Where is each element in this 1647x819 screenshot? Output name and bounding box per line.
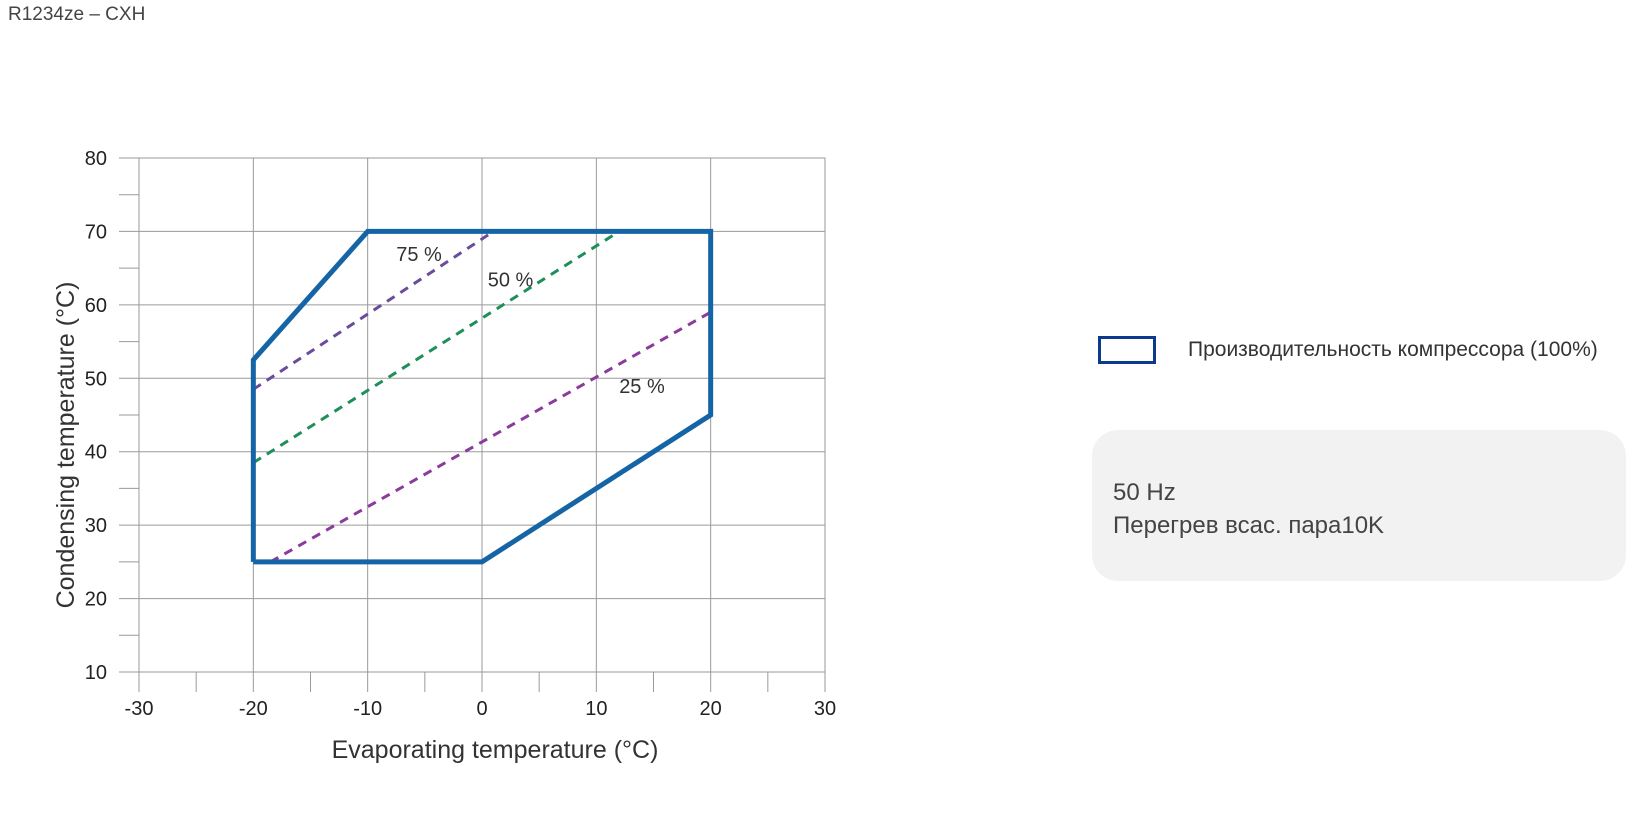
y-tick-label: 40 <box>85 442 107 464</box>
x-tick-label: 0 <box>476 698 487 720</box>
chart-grid <box>138 157 826 673</box>
info-frequency: 50 Hz <box>1113 479 1176 506</box>
series-label: 75 % <box>396 244 442 266</box>
chart-tick-labels: -30 -20 -10 0 10 20 30 10 20 30 40 50 60 70 80 <box>85 148 836 720</box>
info-superheat: Перегрев всас. пара10K <box>1113 512 1385 539</box>
y-tick-label: 50 <box>85 368 107 390</box>
y-tick-label: 30 <box>85 515 107 537</box>
x-tick-label: -30 <box>125 698 154 720</box>
x-tick-label: 10 <box>585 698 607 720</box>
legend-label: Производительность компрессора (100%) <box>1188 338 1598 361</box>
legend: Производительность компрессора (100%) <box>1098 336 1598 364</box>
y-tick-label: 20 <box>85 589 107 611</box>
x-axis-title: Evaporating temperature (°C) <box>332 736 659 764</box>
x-tick-label: -20 <box>239 698 268 720</box>
page-title: R1234ze – CXH <box>8 4 146 25</box>
info-box: 50 Hz Перегрев всас. пара10K <box>1092 430 1626 581</box>
series-label: 50 % <box>488 270 534 292</box>
series-line <box>269 310 712 564</box>
y-tick-label: 70 <box>85 221 107 243</box>
chart-series <box>252 230 712 564</box>
x-tick-label: 30 <box>814 698 836 720</box>
y-tick-label: 80 <box>85 148 107 170</box>
x-tick-label: 20 <box>700 698 722 720</box>
operating-envelope-chart: -30 -20 -10 0 10 20 30 10 20 30 40 50 60 70 80 75 % 50 … <box>52 148 836 764</box>
series-label: 25 % <box>619 376 665 398</box>
chart-ticks <box>119 157 826 692</box>
x-tick-label: -10 <box>353 698 382 720</box>
y-axis-title: Condensing temperature (°C) <box>52 282 80 609</box>
series-line <box>252 230 495 391</box>
y-tick-label: 60 <box>85 295 107 317</box>
chart-envelope <box>250 228 714 565</box>
envelope-outline <box>250 228 714 565</box>
series-line <box>252 230 621 464</box>
y-tick-label: 10 <box>85 662 107 684</box>
chart-curve-labels: 75 % 50 % 25 % <box>396 244 665 398</box>
legend-swatch <box>1098 336 1156 364</box>
